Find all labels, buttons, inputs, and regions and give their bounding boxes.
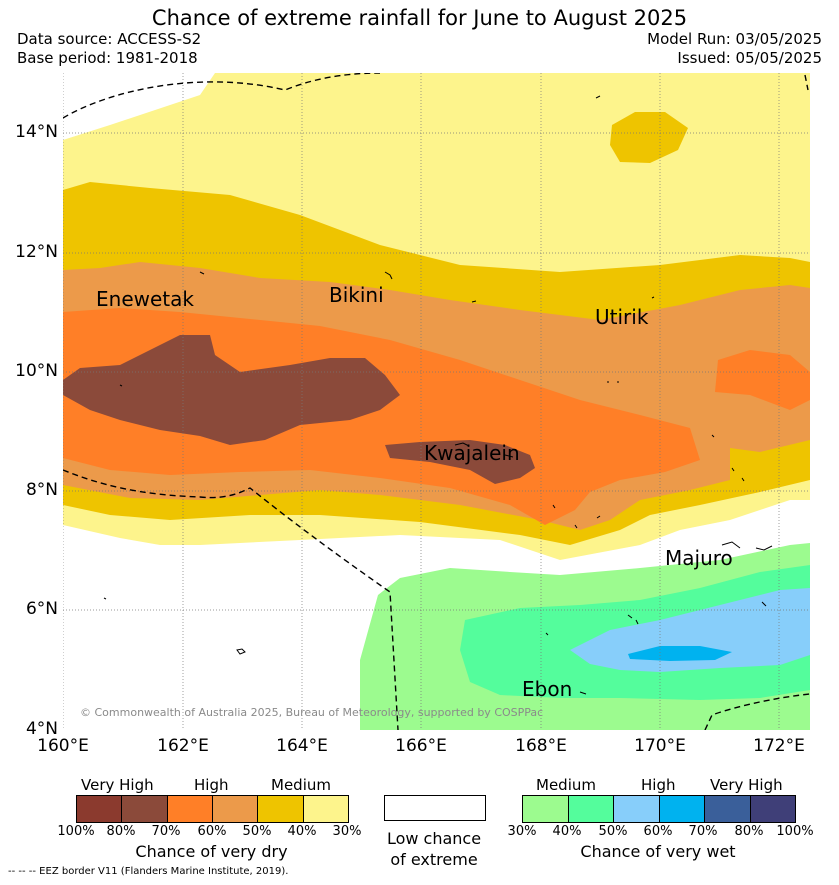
- dry-header-very-high: Very High: [81, 776, 154, 794]
- islands: [103, 95, 773, 695]
- wet-zone-60-70: [628, 646, 732, 661]
- lon-label: 166°E: [395, 736, 447, 756]
- dry-colorbar: [76, 795, 349, 823]
- lat-label: 4°N: [25, 719, 58, 739]
- attribution: © Commonwealth of Australia 2025, Bureau…: [80, 706, 544, 719]
- wet-tick: 60%: [643, 824, 673, 839]
- eez-border: [63, 73, 810, 730]
- dry-zone-70-80-kwajalein: [385, 440, 535, 484]
- lat-label: 6°N: [25, 599, 58, 619]
- lat-label: 8°N: [25, 480, 58, 500]
- wet-swatch: [705, 796, 751, 822]
- dry-swatch: [258, 796, 304, 822]
- map-title: Chance of extreme rainfall for June to A…: [151, 6, 688, 30]
- lat-label: 12°N: [15, 242, 58, 262]
- wet-header-high: High: [641, 776, 676, 794]
- lon-label: 164°E: [276, 736, 328, 756]
- dry-header-high: High: [194, 776, 229, 794]
- place-kwajalein: Kwajalein: [424, 441, 520, 465]
- neutral-title-line1: Low chance: [386, 829, 482, 848]
- dry-tick: 100%: [57, 824, 95, 839]
- data-source: Data source: ACCESS-S2: [17, 30, 202, 48]
- dry-tick: 70%: [151, 824, 181, 839]
- place-utirik: Utirik: [595, 305, 649, 329]
- wet-colorbar: [522, 795, 796, 823]
- dry-swatch: [77, 796, 123, 822]
- place-bikini: Bikini: [329, 283, 384, 307]
- dry-tick: 30%: [332, 824, 362, 839]
- wet-header-medium: Medium: [536, 776, 596, 794]
- dry-swatch: [167, 796, 213, 822]
- wet-swatch: [750, 796, 795, 822]
- wet-tick: 80%: [734, 824, 764, 839]
- dry-zone-60-70-east: [715, 350, 810, 410]
- dry-swatch: [303, 796, 348, 822]
- wet-zone-50-60: [570, 588, 810, 672]
- dry-legend-title: Chance of very dry: [135, 842, 288, 861]
- wet-swatch: [523, 796, 569, 822]
- wet-swatch: [568, 796, 614, 822]
- lat-label: 14°N: [15, 122, 58, 142]
- wet-tick: 100%: [776, 824, 814, 839]
- neutral-title-line2: of extreme: [390, 850, 478, 869]
- run-info: Model Run: 03/05/2025 Issued: 05/05/2025: [647, 30, 822, 68]
- dry-swatch: [212, 796, 259, 822]
- wet-tick: 40%: [552, 824, 582, 839]
- wet-tick: 70%: [688, 824, 718, 839]
- dry-swatch: [122, 796, 168, 822]
- wet-swatch: [614, 796, 660, 822]
- dry-zone-70-80: [63, 335, 400, 445]
- wet-swatch: [659, 796, 705, 822]
- wet-header-very-high: Very High: [710, 776, 783, 794]
- eez-footnote: -- -- -- EEZ border V11 (Flanders Marine…: [8, 866, 289, 877]
- data-source-info: Data source: ACCESS-S2 Base period: 1981…: [17, 30, 201, 68]
- wet-legend-title: Chance of very wet: [580, 842, 736, 861]
- dry-header-medium: Medium: [271, 776, 331, 794]
- lon-label: 162°E: [157, 736, 209, 756]
- lon-label: 168°E: [515, 736, 567, 756]
- base-period: Base period: 1981-2018: [17, 49, 198, 67]
- lon-label: 172°E: [753, 736, 805, 756]
- neutral-swatch: [384, 795, 486, 821]
- lat-label: 10°N: [15, 361, 58, 381]
- model-run: Model Run: 03/05/2025: [647, 30, 822, 48]
- issued-date: Issued: 05/05/2025: [677, 49, 822, 67]
- lon-label: 160°E: [37, 736, 89, 756]
- place-enewetak: Enewetak: [96, 287, 194, 311]
- dry-zone-40-50-north: [610, 112, 688, 163]
- neutral-legend-title: Low chance of extreme: [364, 828, 504, 870]
- dry-tick: 80%: [106, 824, 136, 839]
- dry-tick: 40%: [287, 824, 317, 839]
- place-majuro: Majuro: [665, 546, 733, 570]
- wet-tick: 30%: [507, 824, 537, 839]
- dry-tick: 60%: [197, 824, 227, 839]
- place-ebon: Ebon: [522, 677, 573, 701]
- lon-label: 170°E: [634, 736, 686, 756]
- wet-tick: 50%: [598, 824, 628, 839]
- dry-tick: 50%: [242, 824, 272, 839]
